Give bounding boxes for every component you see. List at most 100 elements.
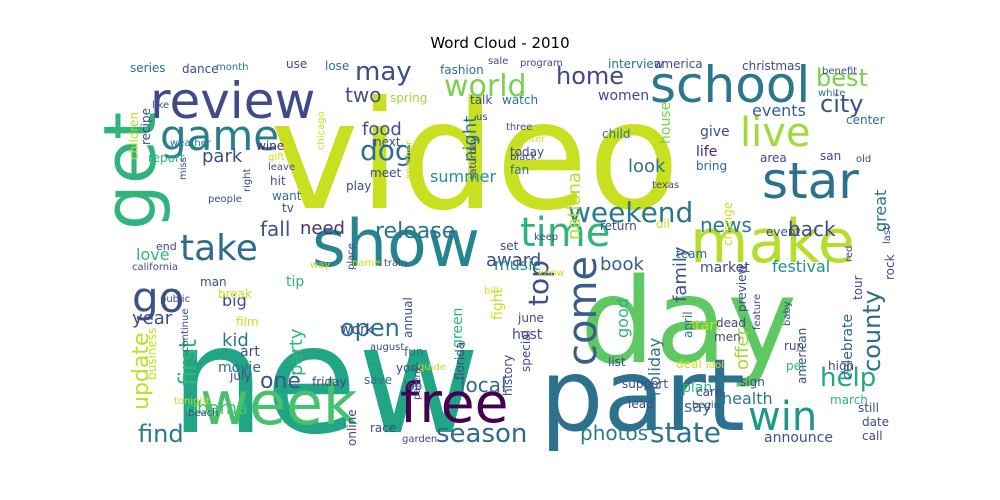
word-name: name	[352, 258, 380, 269]
word-festival: festival	[772, 257, 830, 276]
word-top: top	[522, 260, 555, 306]
word-friday: friday	[312, 375, 347, 389]
word-business: business	[145, 328, 159, 380]
word-work: work	[340, 322, 375, 338]
word-begin: begin	[692, 400, 720, 411]
word-start: start	[688, 318, 721, 334]
word-use: use	[286, 57, 307, 71]
word-celebrate: celebrate	[840, 314, 856, 380]
word-night: night	[460, 116, 481, 162]
word-review: review	[150, 72, 315, 130]
word-update: update	[129, 332, 154, 410]
word-tour: tour	[851, 275, 865, 300]
word-fall: fall	[260, 217, 290, 241]
word-job: job	[403, 379, 422, 393]
word-one: one	[260, 369, 301, 394]
word-feature: feature	[752, 294, 763, 330]
word-love: love	[136, 245, 170, 264]
word-weekend: weekend	[568, 196, 693, 229]
word-special: special	[519, 330, 533, 372]
word-miss: miss	[178, 157, 189, 180]
word-today: today	[510, 145, 544, 159]
word-date: date	[862, 415, 889, 429]
word-movie: movie	[218, 360, 261, 376]
word-report: report	[148, 151, 185, 165]
word-state: state	[650, 416, 721, 449]
word-next: next	[374, 135, 401, 149]
word-national: national	[564, 167, 585, 240]
word-find: find	[138, 420, 184, 448]
word-series: series	[130, 61, 166, 75]
chart-title: Word Cloud - 2010	[430, 34, 570, 52]
word-know: know	[538, 268, 564, 279]
word-annual: annual	[401, 297, 415, 338]
word-fight: fight	[490, 287, 506, 320]
word-film: film	[236, 315, 259, 329]
word-obama: obama	[186, 398, 248, 419]
word-another: another	[404, 140, 415, 180]
word-weather: weather	[170, 138, 212, 149]
word-way: way	[310, 260, 330, 271]
word-care: care	[696, 385, 722, 399]
word-summer: summer	[430, 167, 496, 186]
word-win: win	[748, 394, 817, 440]
word-give: give	[700, 124, 730, 140]
word-say: say	[684, 397, 712, 416]
word-history: history	[501, 355, 515, 396]
word-game: game	[160, 111, 279, 160]
word-garden: garden	[402, 434, 437, 445]
word-tip: tip	[286, 274, 304, 290]
word-meet: meet	[370, 166, 401, 180]
word-save: save	[364, 373, 392, 387]
word-watch: watch	[502, 93, 538, 107]
word-three: three	[506, 122, 532, 133]
word-american: american	[795, 328, 809, 384]
word-two: two	[345, 83, 381, 107]
word-support: support	[622, 377, 668, 391]
word-music: music	[494, 255, 541, 274]
word-free: free	[400, 371, 508, 435]
word-man: man	[200, 275, 227, 289]
word-park: park	[202, 146, 243, 167]
word-run: run	[784, 339, 804, 353]
word-green: green	[450, 308, 466, 348]
word-interview: interview	[608, 57, 664, 71]
word-food: food	[362, 119, 402, 140]
word-center: center	[846, 113, 885, 127]
word-tonight: tonight	[174, 396, 210, 407]
word-video: video	[270, 70, 680, 244]
word-news: news	[700, 213, 752, 237]
word-make: make	[690, 207, 855, 277]
word-announce: announce	[764, 430, 833, 446]
word-talk: talk	[470, 93, 492, 107]
word-christmas: christmas	[742, 59, 801, 73]
word-place: place	[346, 243, 357, 270]
word-fun: fun	[404, 345, 423, 359]
word-dance: dance	[182, 62, 219, 76]
word-want: want	[272, 189, 302, 203]
word-preview: preview	[735, 265, 749, 312]
word-race: race	[370, 421, 396, 435]
word-wine: wine	[256, 139, 284, 153]
word-like: like	[152, 100, 169, 111]
word-big: big	[222, 291, 247, 310]
word-fan: fan	[510, 163, 529, 177]
word-family: family	[670, 246, 691, 302]
word-local: local	[460, 373, 507, 397]
word-sign: sign	[740, 375, 765, 389]
word-help: help	[820, 363, 876, 393]
cloud-area	[125, 57, 900, 445]
word-us: us	[476, 112, 488, 123]
word-baby: baby	[782, 301, 793, 326]
word-chicago: chicago	[316, 111, 327, 150]
word-child: child	[602, 127, 631, 141]
word-lose: lose	[325, 59, 349, 73]
word-season: season	[436, 419, 527, 449]
word-area: area	[760, 151, 787, 165]
word-women: women	[598, 88, 649, 104]
word-bill: bill	[484, 286, 499, 297]
word-change: change	[721, 202, 735, 246]
word-spring: spring	[390, 91, 427, 105]
